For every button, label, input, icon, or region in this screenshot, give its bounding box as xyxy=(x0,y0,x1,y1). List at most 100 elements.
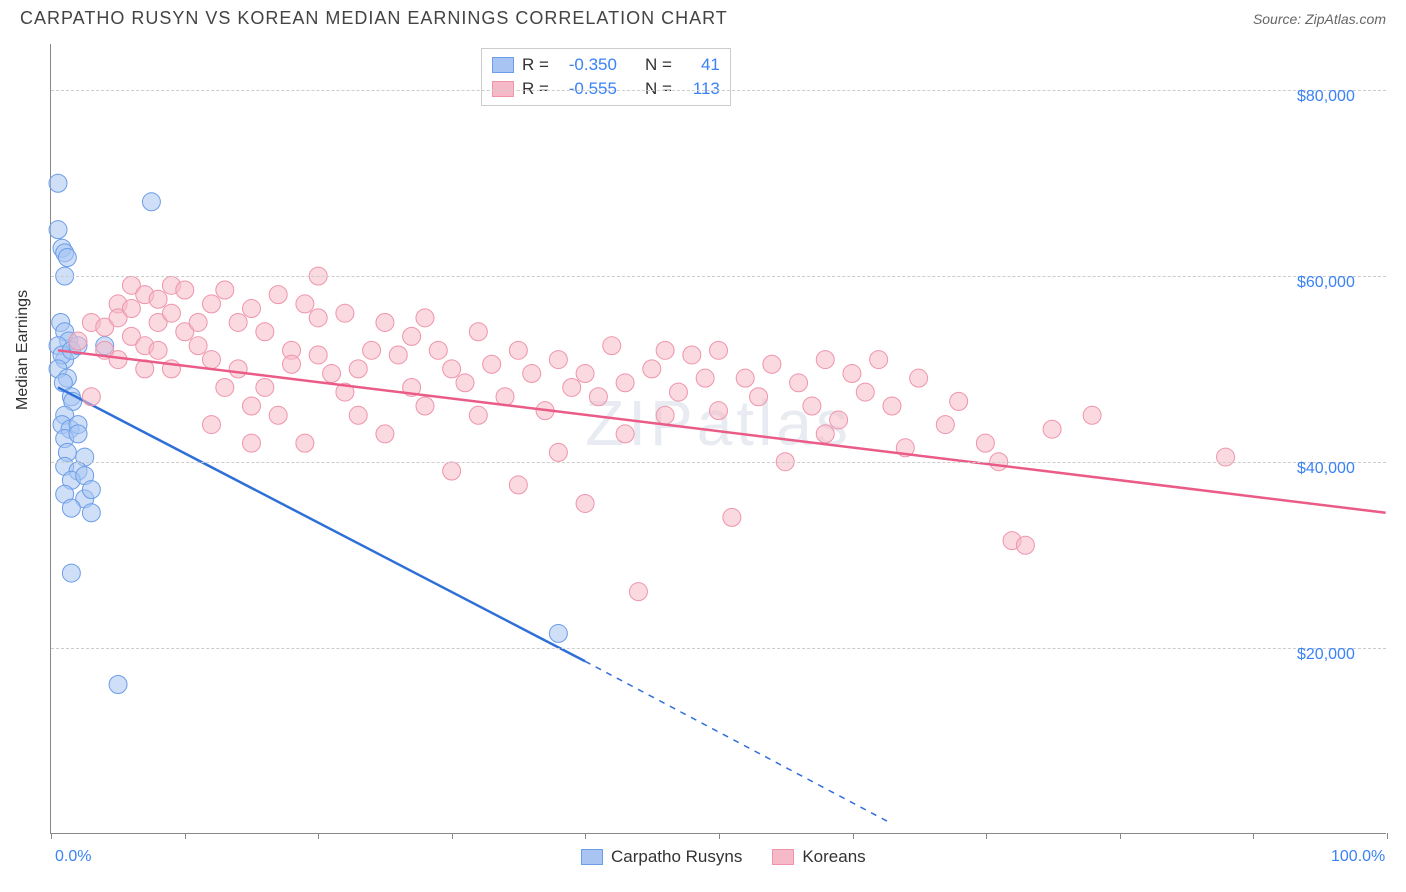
regression-line-extrapolated xyxy=(585,661,892,823)
data-point xyxy=(1043,420,1061,438)
data-point xyxy=(1016,536,1034,554)
data-point xyxy=(69,332,87,350)
data-point xyxy=(256,323,274,341)
data-point xyxy=(656,341,674,359)
chart-header: CARPATHO RUSYN VS KOREAN MEDIAN EARNINGS… xyxy=(0,0,1406,33)
data-point xyxy=(82,481,100,499)
data-point xyxy=(696,369,714,387)
data-point xyxy=(189,313,207,331)
data-point xyxy=(416,309,434,327)
legend-n-value: 113 xyxy=(680,77,720,101)
y-tick-label: $40,000 xyxy=(1297,460,1355,478)
chart-plot-area: ZIPatlas R =-0.350N =41R =-0.555N =113 C… xyxy=(50,44,1386,834)
x-tick xyxy=(318,833,319,839)
data-point xyxy=(483,355,501,373)
legend-r-label: R = xyxy=(522,53,549,77)
data-point xyxy=(243,434,261,452)
data-point xyxy=(309,346,327,364)
data-point xyxy=(142,193,160,211)
x-tick xyxy=(185,833,186,839)
data-point xyxy=(803,397,821,415)
data-point xyxy=(1083,406,1101,424)
data-point xyxy=(269,286,287,304)
chart-svg xyxy=(51,44,1386,833)
data-point xyxy=(456,374,474,392)
data-point xyxy=(790,374,808,392)
data-point xyxy=(403,327,421,345)
legend-swatch xyxy=(492,57,514,73)
legend-swatch xyxy=(581,849,603,865)
data-point xyxy=(216,281,234,299)
data-point xyxy=(149,290,167,308)
data-point xyxy=(149,341,167,359)
data-point xyxy=(443,360,461,378)
series-legend: Carpatho Rusyns Koreans xyxy=(581,847,866,867)
x-tick xyxy=(853,833,854,839)
data-point xyxy=(376,313,394,331)
data-point xyxy=(870,351,888,369)
x-tick xyxy=(1387,833,1388,839)
legend-item: Carpatho Rusyns xyxy=(581,847,742,867)
data-point xyxy=(723,508,741,526)
gridline xyxy=(51,648,1386,649)
data-point xyxy=(82,388,100,406)
data-point xyxy=(549,624,567,642)
legend-r-value: -0.350 xyxy=(557,53,617,77)
data-point xyxy=(229,360,247,378)
data-point xyxy=(936,416,954,434)
data-point xyxy=(176,281,194,299)
legend-n-label: N = xyxy=(645,53,672,77)
data-point xyxy=(616,425,634,443)
data-point xyxy=(309,309,327,327)
x-tick xyxy=(1120,833,1121,839)
data-point xyxy=(62,564,80,582)
data-point xyxy=(629,583,647,601)
data-point xyxy=(830,411,848,429)
regression-line xyxy=(58,350,1386,512)
data-point xyxy=(750,388,768,406)
data-point xyxy=(389,346,407,364)
y-tick-label: $60,000 xyxy=(1297,274,1355,292)
x-tick xyxy=(986,833,987,839)
data-point xyxy=(710,402,728,420)
y-axis-title: Median Earnings xyxy=(14,290,32,410)
legend-n-value: 41 xyxy=(680,53,720,77)
x-tick xyxy=(1253,833,1254,839)
data-point xyxy=(683,346,701,364)
data-point xyxy=(603,337,621,355)
chart-source: Source: ZipAtlas.com xyxy=(1253,11,1386,27)
gridline xyxy=(51,276,1386,277)
data-point xyxy=(443,462,461,480)
data-point xyxy=(469,323,487,341)
correlation-legend: R = -0.350 N = 41R = -0.555 N = 113 xyxy=(481,48,731,106)
legend-r-value: -0.555 xyxy=(557,77,617,101)
legend-row: R = -0.350 N = 41 xyxy=(492,53,720,77)
data-point xyxy=(229,313,247,331)
data-point xyxy=(269,406,287,424)
data-point xyxy=(256,378,274,396)
legend-label: Carpatho Rusyns xyxy=(611,847,742,867)
data-point xyxy=(856,383,874,401)
data-point xyxy=(243,397,261,415)
y-tick-label: $20,000 xyxy=(1297,646,1355,664)
data-point xyxy=(669,383,687,401)
data-point xyxy=(349,406,367,424)
gridline xyxy=(51,90,1386,91)
data-point xyxy=(1217,448,1235,466)
data-point xyxy=(69,425,87,443)
data-point xyxy=(49,174,67,192)
data-point xyxy=(950,392,968,410)
regression-line xyxy=(58,387,585,661)
data-point xyxy=(843,365,861,383)
data-point xyxy=(549,443,567,461)
legend-item: Koreans xyxy=(772,847,865,867)
x-tick xyxy=(452,833,453,839)
data-point xyxy=(296,434,314,452)
data-point xyxy=(910,369,928,387)
data-point xyxy=(58,249,76,267)
data-point xyxy=(122,300,140,318)
chart-title: CARPATHO RUSYN VS KOREAN MEDIAN EARNINGS… xyxy=(20,8,728,29)
x-tick xyxy=(51,833,52,839)
data-point xyxy=(763,355,781,373)
x-tick xyxy=(719,833,720,839)
